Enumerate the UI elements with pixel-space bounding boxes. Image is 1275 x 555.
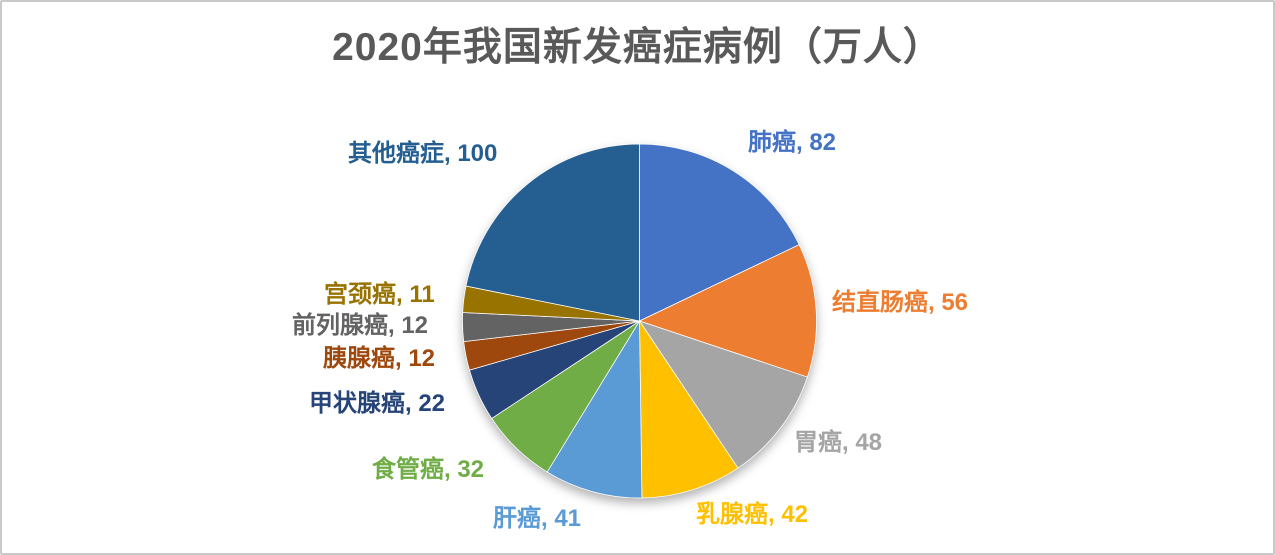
pie-slice — [639, 319, 739, 499]
pie-slice-label: 肝癌, 41 — [493, 505, 582, 532]
pie-slice — [639, 143, 800, 322]
pie-slice-label: 乳腺癌, 42 — [696, 501, 809, 528]
pie-slice — [638, 320, 808, 469]
pie-slice — [546, 319, 643, 499]
pie-slice-label: 胰腺癌, 12 — [323, 345, 436, 372]
pie-slice-label: 其他癌症, 100 — [348, 140, 498, 167]
pie-slice-label: 肺癌, 82 — [748, 129, 837, 156]
pie-slice-label: 胃癌, 48 — [794, 429, 883, 456]
pie-slice-label: 前列腺癌, 12 — [292, 312, 429, 339]
pie-slice-label: 宫颈癌, 11 — [324, 281, 435, 308]
pie-slice-label: 甲状腺癌, 22 — [309, 390, 446, 417]
pie-slice — [638, 244, 817, 378]
chart-title: 2020年我国新发癌症病例（万人） — [332, 26, 943, 69]
pie — [462, 143, 817, 499]
pie-slice-label: 结直肠癌, 56 — [832, 289, 969, 316]
pie-slice-label: 食管癌, 32 — [372, 456, 485, 483]
pie-slice — [465, 143, 640, 322]
